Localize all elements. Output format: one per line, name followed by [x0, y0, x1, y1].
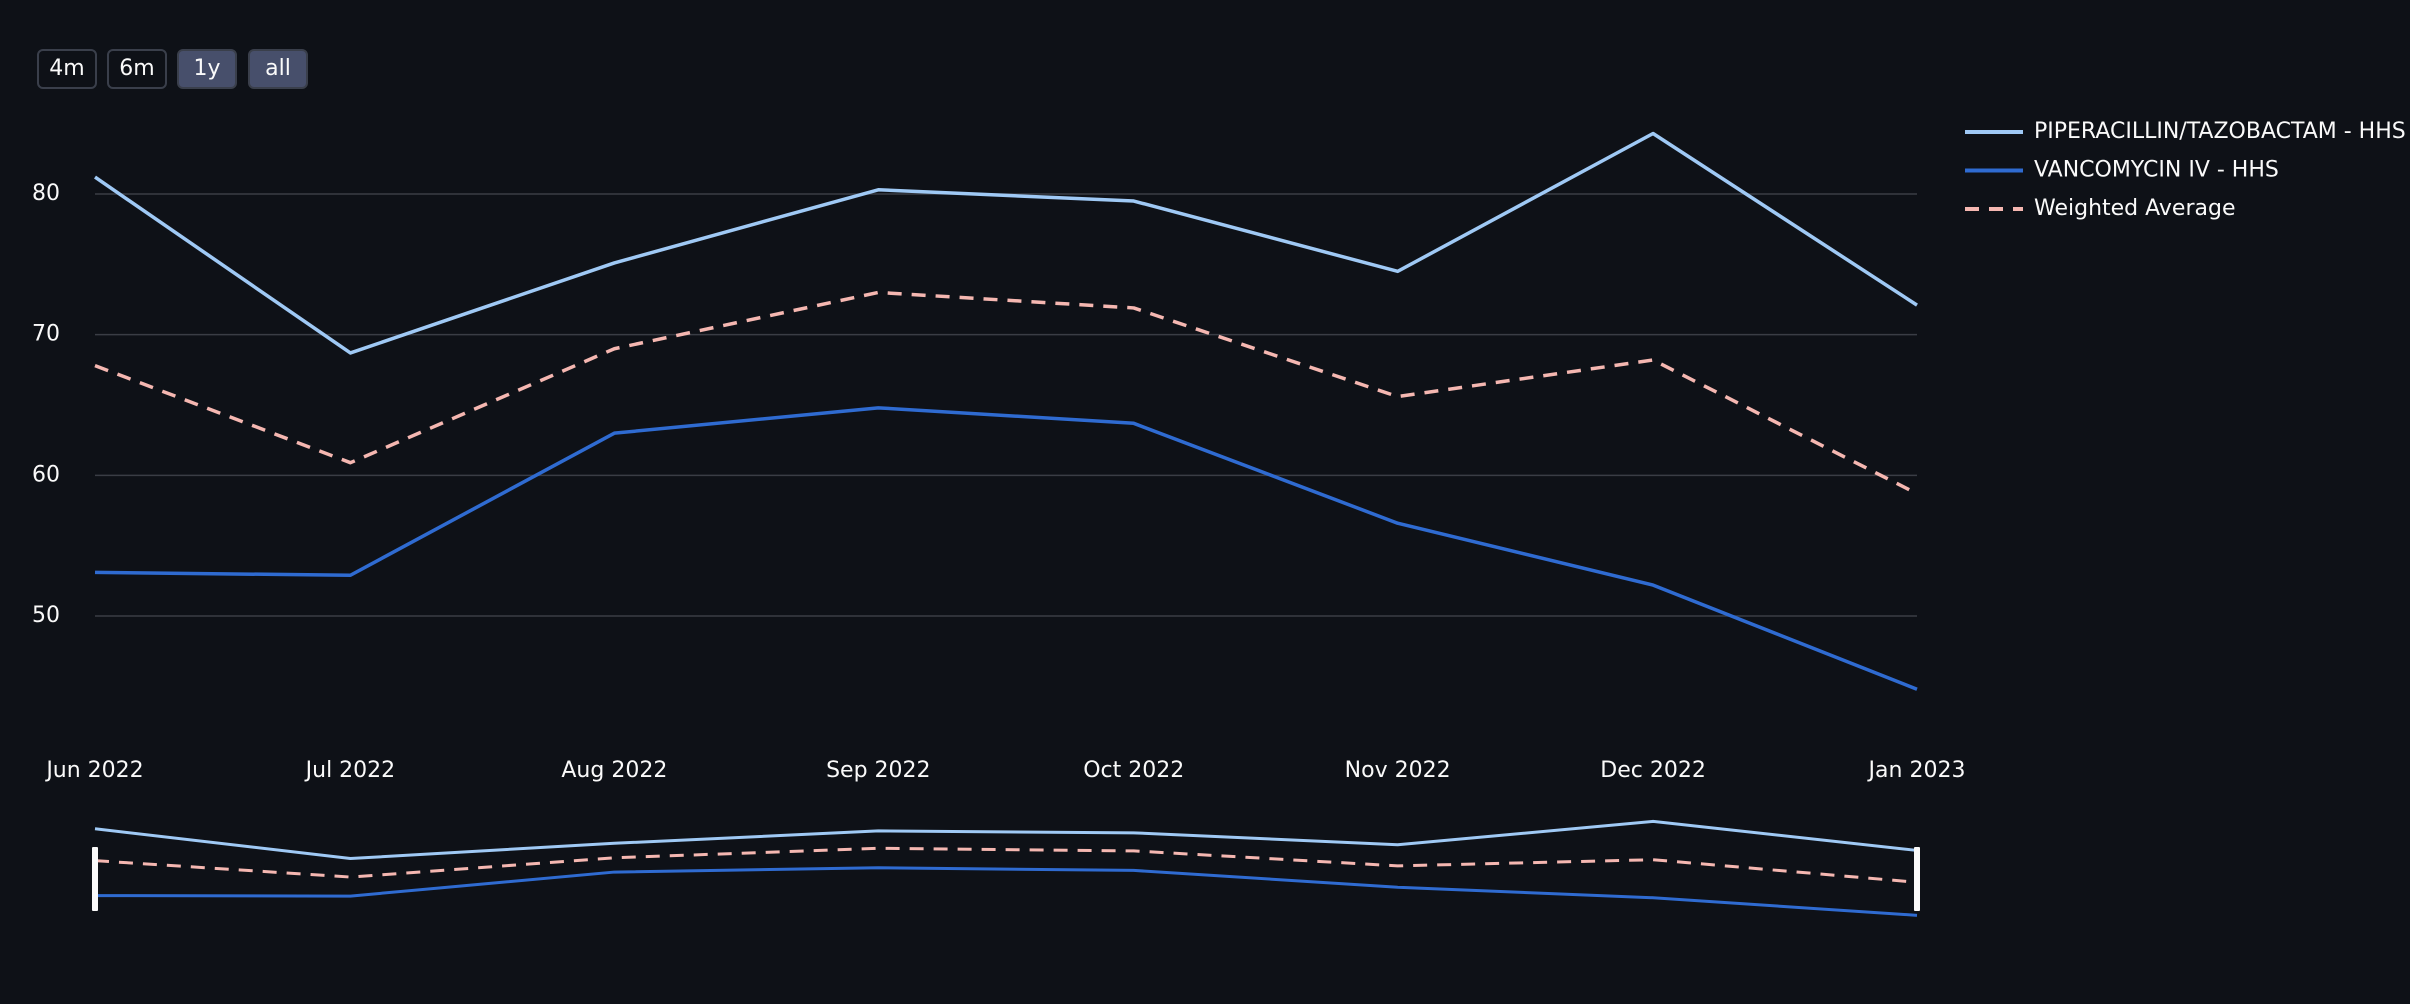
range-button-label[interactable]: 1y	[193, 56, 220, 81]
range-button[interactable]	[248, 49, 308, 89]
x-tick-label: Nov 2022	[1345, 758, 1451, 783]
slider-line	[94, 846, 1918, 884]
slider-handle[interactable]	[1914, 847, 1920, 911]
slider-line	[94, 819, 1918, 861]
series-line	[94, 406, 1918, 691]
range-button-label[interactable]: 4m	[49, 56, 84, 81]
range-button[interactable]	[177, 49, 237, 89]
range-button-label[interactable]: all	[265, 56, 291, 81]
y-tick-label: 50	[32, 603, 60, 628]
y-tick-label: 70	[32, 322, 60, 347]
series-line	[94, 290, 1918, 496]
x-tick-label: Oct 2022	[1083, 758, 1184, 783]
series-line	[94, 131, 1918, 355]
legend-label: VANCOMYCIN IV - HHS	[2034, 158, 2279, 183]
x-tick-label: Dec 2022	[1600, 758, 1706, 783]
slider-handle[interactable]	[92, 847, 98, 911]
y-tick-label: 80	[32, 181, 60, 206]
legend-label: Weighted Average	[2034, 196, 2235, 221]
y-tick-label: 60	[32, 462, 60, 487]
x-tick-label: Aug 2022	[561, 758, 667, 783]
range-button[interactable]	[37, 49, 97, 89]
legend-label: PIPERACILLIN/TAZOBACTAM - HHS	[2034, 119, 2406, 144]
x-tick-label: Jul 2022	[304, 758, 396, 783]
x-tick-label: Sep 2022	[826, 758, 930, 783]
slider-line	[94, 866, 1918, 917]
range-button[interactable]	[107, 49, 167, 89]
x-tick-label: Jun 2022	[44, 758, 143, 783]
x-tick-label: Jan 2023	[1867, 758, 1966, 783]
range-button-label[interactable]: 6m	[119, 56, 154, 81]
